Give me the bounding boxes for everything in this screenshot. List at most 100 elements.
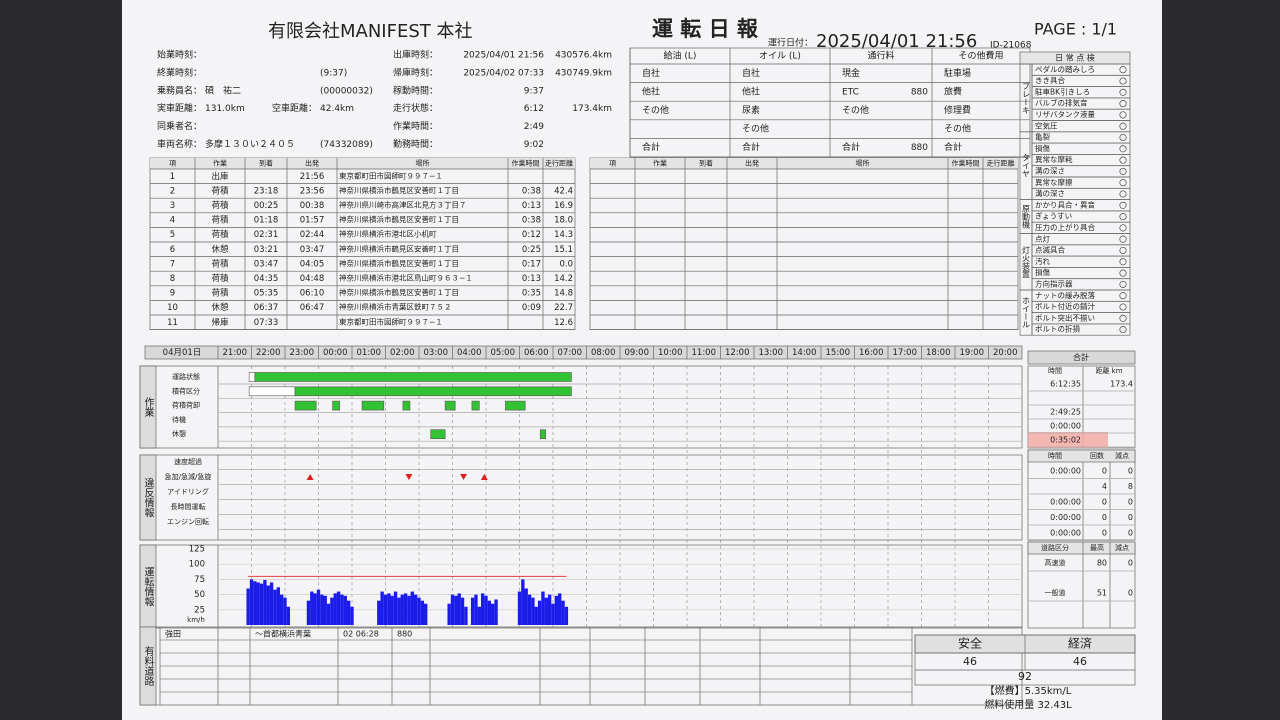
speed-bar bbox=[420, 600, 425, 625]
speed-bar bbox=[527, 594, 532, 625]
speed-bar bbox=[474, 594, 478, 625]
checklist-item: ボルトの折損 bbox=[1035, 324, 1080, 334]
trip-cell: 荷積 bbox=[211, 258, 229, 269]
totals-cell: 2:49:25 bbox=[1050, 408, 1081, 417]
check-circle bbox=[1119, 100, 1127, 108]
road-cell: 一般道 bbox=[1045, 588, 1066, 597]
checklist-item: 損傷 bbox=[1035, 267, 1051, 277]
speed-bar bbox=[400, 594, 404, 625]
speed-bar bbox=[320, 594, 324, 625]
section-label: 運転情報 bbox=[142, 566, 154, 607]
trip-cell: 02:31 bbox=[254, 230, 279, 240]
checklist-item: きき具合 bbox=[1035, 75, 1065, 85]
trip-cell: 06:10 bbox=[300, 289, 325, 299]
violation-cell: 0 bbox=[1128, 513, 1133, 522]
trip-cell: 10 bbox=[167, 303, 178, 313]
speed-bar bbox=[259, 583, 264, 625]
trip-cell: 03:47 bbox=[300, 245, 325, 255]
checklist-item: かかり具合・異音 bbox=[1035, 199, 1095, 209]
time-label: 08:00 bbox=[591, 348, 616, 358]
road-header: 減点 bbox=[1115, 543, 1129, 552]
trip-header: 項 bbox=[609, 160, 616, 168]
time-label: 11:00 bbox=[692, 348, 717, 358]
info-label: 乗務員名： bbox=[157, 84, 202, 96]
trip-header: 場所 bbox=[416, 159, 430, 168]
checklist-group-label: ホイール bbox=[1022, 297, 1031, 329]
checklist-group-label: 原動機 bbox=[1022, 205, 1031, 230]
time-label: 18:00 bbox=[926, 348, 951, 358]
speed-bar bbox=[336, 591, 341, 625]
section-label-bg bbox=[139, 454, 157, 541]
trip-header: 作業時間 bbox=[952, 159, 980, 168]
checklist-group-label: ブレーキ bbox=[1022, 81, 1031, 114]
speed-bar bbox=[544, 597, 548, 625]
costs-label: 他社 bbox=[642, 85, 660, 97]
violation-cell: 4 bbox=[1102, 482, 1107, 491]
trip-header: 作業 bbox=[213, 159, 227, 168]
speed-bar bbox=[256, 582, 260, 625]
check-circle bbox=[1119, 156, 1127, 164]
violation-row-label: エンジン回転 bbox=[167, 518, 209, 526]
section-label: 作業 bbox=[142, 397, 154, 418]
trip-cell: 荷積 bbox=[211, 200, 229, 211]
check-circle bbox=[1119, 280, 1127, 288]
checklist-item: 点灯 bbox=[1035, 233, 1051, 243]
check-circle bbox=[1119, 111, 1127, 119]
costs-header: 給油 (L) bbox=[664, 50, 697, 62]
speed-bar bbox=[313, 593, 317, 625]
trip-cell: 神奈川県横浜市鶴見区安善町１丁目 bbox=[339, 287, 459, 297]
check-circle bbox=[1119, 258, 1127, 266]
speed-bar bbox=[343, 595, 347, 625]
speed-tick-label: 100 bbox=[189, 560, 205, 570]
score-header: 経済 bbox=[1068, 636, 1092, 651]
speed-bar bbox=[534, 606, 538, 625]
costs-label: 合計 bbox=[944, 141, 962, 153]
time-label: 14:00 bbox=[792, 348, 817, 358]
fuel-used: 燃料使用量 32.43L bbox=[984, 698, 1072, 711]
highlight bbox=[1028, 432, 1108, 448]
trip-cell: 荷積 bbox=[211, 215, 229, 226]
info-label: 車両名称： bbox=[157, 138, 202, 150]
costs-label: 他社 bbox=[742, 85, 760, 97]
violation-row-label: 長時間運転 bbox=[171, 502, 206, 511]
check-circle bbox=[1119, 66, 1127, 74]
time-label: 04:00 bbox=[457, 348, 482, 358]
trip-cell: 休憩 bbox=[211, 302, 229, 313]
trip-header: 作業 bbox=[653, 159, 667, 168]
toll-cell: ～首都横浜青葉 bbox=[255, 629, 311, 639]
totals-header: 時間 bbox=[1048, 367, 1062, 375]
road-header-bg bbox=[1027, 541, 1136, 555]
time-label: 13:00 bbox=[759, 348, 784, 358]
checklist-group-label: 灯火装置 bbox=[1022, 245, 1031, 278]
trip-cell: 荷積 bbox=[211, 273, 229, 284]
info-value: 2:49 bbox=[524, 122, 544, 132]
info-label: 同乗者名： bbox=[157, 120, 202, 132]
info-value: 9:37 bbox=[524, 86, 544, 96]
speed-bar bbox=[491, 603, 495, 625]
speed-bar bbox=[340, 594, 344, 625]
speed-bar bbox=[403, 593, 408, 625]
speed-tick-label: 50 bbox=[194, 590, 205, 600]
info-label: 帰庫時刻： bbox=[393, 66, 438, 78]
checklist-row bbox=[1031, 323, 1131, 336]
speed-bar bbox=[407, 595, 411, 625]
trip-header: 出発 bbox=[305, 159, 319, 168]
company: 有限会社MANIFEST 本社 bbox=[268, 21, 473, 42]
speed-tick-label: 125 bbox=[189, 545, 205, 555]
section-label-bg bbox=[139, 365, 157, 449]
trip-cell: 0:12 bbox=[522, 230, 541, 240]
speed-bar bbox=[484, 595, 488, 625]
checklist-item: 汚れ bbox=[1035, 256, 1051, 266]
speed-bar bbox=[266, 585, 270, 625]
check-circle bbox=[1119, 246, 1127, 255]
speed-bar bbox=[383, 594, 388, 625]
info-value: 多摩１３０い２４０５ bbox=[205, 138, 295, 150]
speed-bar bbox=[477, 606, 481, 625]
road-header: 道路区分 bbox=[1041, 543, 1069, 552]
time-label: 02:00 bbox=[390, 348, 415, 358]
speed-bar bbox=[286, 606, 291, 625]
speed-bar bbox=[537, 600, 542, 625]
work-interval bbox=[430, 429, 446, 440]
trip-cell: 15.1 bbox=[554, 245, 573, 255]
road-cell: 51 bbox=[1097, 589, 1107, 598]
